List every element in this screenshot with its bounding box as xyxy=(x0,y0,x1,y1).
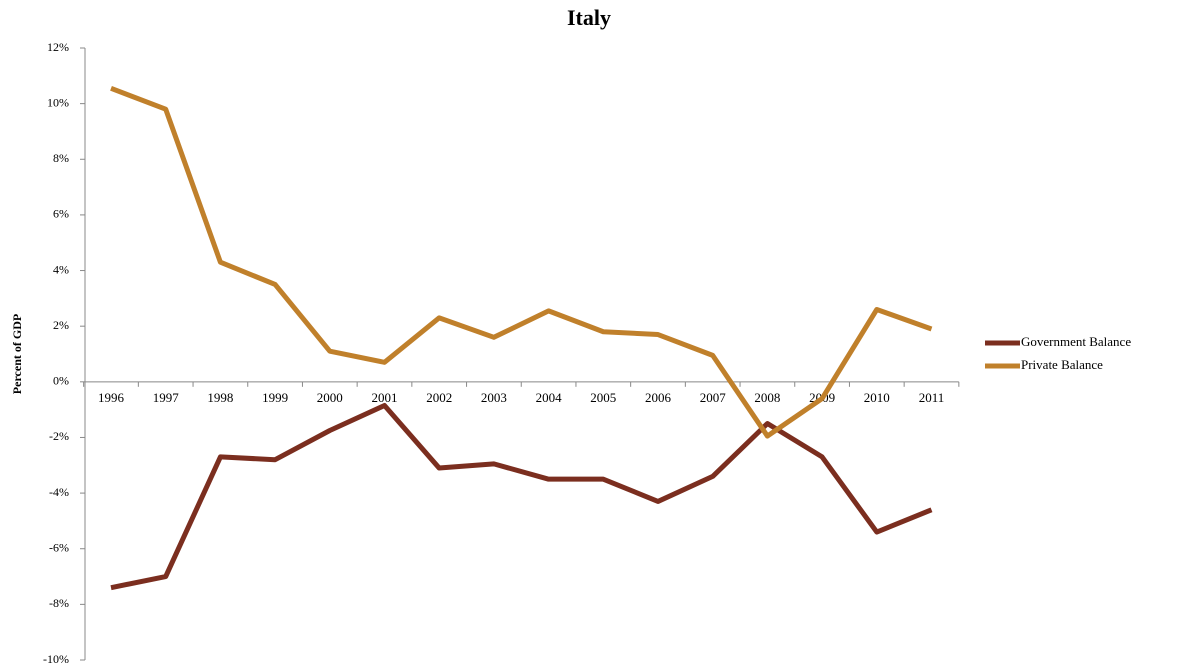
x-tick-label: 2000 xyxy=(317,390,343,405)
y-tick-label: 8% xyxy=(53,151,69,165)
y-axis-label: Percent of GDP xyxy=(10,314,24,394)
series-line xyxy=(110,86,933,439)
y-tick-label: -8% xyxy=(49,596,69,610)
legend-label: Government Balance xyxy=(1021,334,1131,349)
x-tick-label: 2003 xyxy=(481,390,507,405)
series-line xyxy=(110,402,933,591)
y-tick-label: 2% xyxy=(53,318,69,332)
x-tick-label: 2011 xyxy=(919,390,945,405)
y-tick-label: -10% xyxy=(43,652,69,666)
chart-title: Italy xyxy=(567,5,611,30)
x-tick-label: 2007 xyxy=(700,390,727,405)
y-tick-label: 0% xyxy=(53,374,69,388)
y-tick-label: -6% xyxy=(49,540,69,554)
x-tick-label: 1998 xyxy=(207,390,233,405)
y-tick-label: 12% xyxy=(47,40,69,54)
x-tick-label: 2005 xyxy=(590,390,616,405)
x-tick-label: 2004 xyxy=(536,390,563,405)
x-tick-label: 1999 xyxy=(262,390,288,405)
y-tick-label: -2% xyxy=(49,429,69,443)
y-tick-label: 10% xyxy=(47,95,69,109)
x-tick-label: 2008 xyxy=(754,390,780,405)
y-tick-label: 6% xyxy=(53,207,69,221)
x-tick-label: 2006 xyxy=(645,390,672,405)
y-tick-label: -4% xyxy=(49,485,69,499)
legend-label: Private Balance xyxy=(1021,357,1103,372)
y-tick-label: 4% xyxy=(53,262,69,276)
x-tick-label: 1996 xyxy=(98,390,125,405)
x-tick-label: 2002 xyxy=(426,390,452,405)
x-tick-label: 2010 xyxy=(864,390,890,405)
x-tick-label: 2001 xyxy=(372,390,398,405)
x-tick-label: 1997 xyxy=(153,390,180,405)
